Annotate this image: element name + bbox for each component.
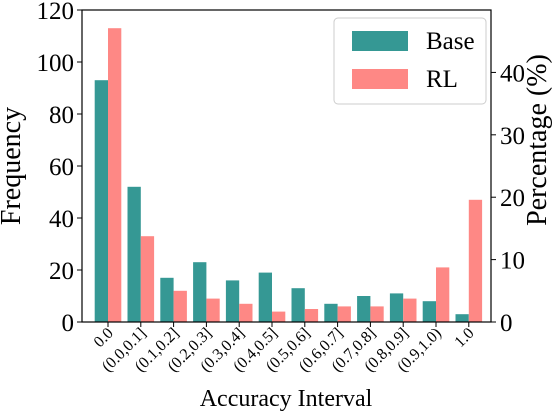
bar-base-8 — [357, 296, 371, 322]
bar-rl-8 — [370, 306, 384, 322]
y2-tick-label-2: 20 — [500, 185, 525, 212]
bar-rl-1 — [140, 236, 155, 322]
bar-rl-10 — [436, 267, 450, 322]
bar-rl-9 — [403, 298, 417, 322]
bar-rl-4 — [239, 303, 253, 322]
bar-base-9 — [389, 293, 404, 322]
y-tick-label-3: 60 — [49, 154, 74, 181]
x-tick-label-11: 1.0 — [451, 325, 477, 351]
y-tick-label-6: 120 — [37, 0, 75, 25]
bar-base-0 — [94, 80, 108, 322]
bar-rl-2 — [173, 290, 187, 322]
y2-tick-label-0: 0 — [500, 310, 513, 337]
bar-base-10 — [422, 301, 436, 322]
bar-base-11 — [455, 314, 469, 322]
y2-tick-label-4: 40 — [500, 60, 525, 87]
y-tick-label-0: 0 — [62, 310, 75, 337]
bar-rl-6 — [304, 309, 319, 322]
legend-swatch-base — [352, 31, 408, 51]
bar-base-6 — [291, 288, 305, 322]
x-tick-label-0: 0.0 — [91, 325, 117, 351]
legend-swatch-rl — [352, 69, 408, 89]
y-tick-label-1: 20 — [49, 258, 74, 285]
y-axis-label: Frequency — [0, 107, 27, 225]
legend-label-rl: RL — [426, 66, 458, 93]
bar-base-1 — [127, 186, 141, 322]
y-tick-label-2: 40 — [49, 206, 74, 233]
bar-base-4 — [225, 280, 240, 322]
y-tick-label-5: 100 — [37, 50, 75, 77]
y-tick-label-4: 80 — [49, 102, 74, 129]
bar-base-3 — [193, 262, 207, 322]
bar-base-2 — [160, 277, 174, 322]
bar-rl-5 — [272, 311, 286, 322]
bar-base-7 — [324, 303, 338, 322]
x-axis-label: Accuracy Interval — [200, 386, 373, 412]
legend-label-base: Base — [426, 28, 475, 55]
y2-axis-label: Percentage (%) — [522, 54, 553, 226]
bars-layer — [94, 28, 483, 322]
bar-rl-0 — [108, 28, 122, 322]
y2-tick-label-3: 30 — [500, 123, 525, 150]
bar-base-5 — [258, 272, 272, 322]
bar-rl-7 — [337, 306, 351, 322]
y2-tick-label-1: 10 — [500, 248, 525, 275]
bar-rl-11 — [468, 199, 483, 322]
legend: Base RL — [333, 17, 487, 105]
bar-rl-3 — [206, 298, 220, 322]
